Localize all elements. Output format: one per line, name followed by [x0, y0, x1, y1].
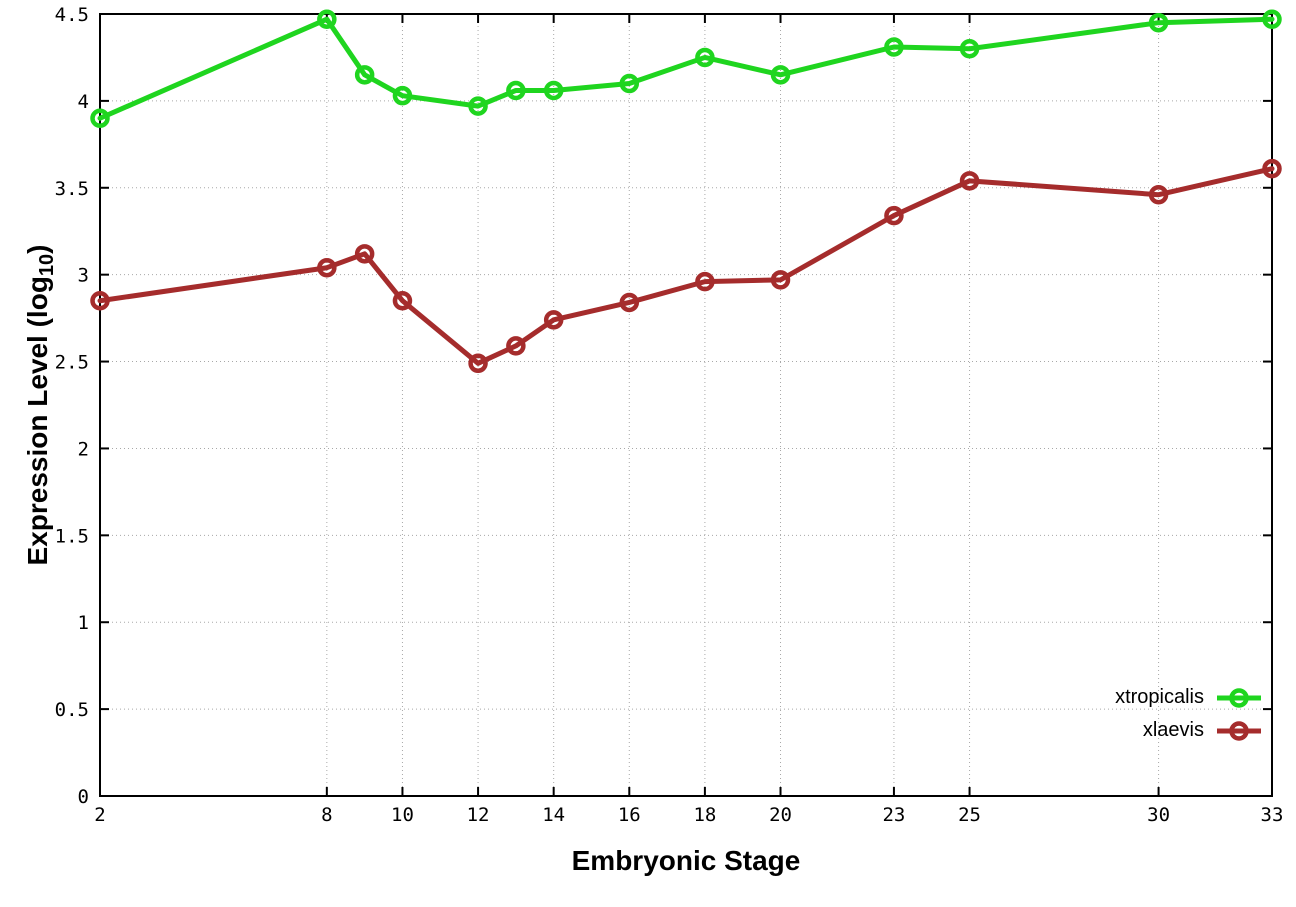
y-axis-title-subscript: 10 [36, 253, 58, 277]
data-point-xtropicalis [90, 108, 110, 129]
data-point-xtropicalis [392, 85, 413, 106]
x-tick-label: 30 [1147, 804, 1170, 826]
data-point-xtropicalis [884, 37, 904, 57]
legend-item-xlaevis: xlaevis [1115, 714, 1262, 747]
data-point-xlaevis [619, 292, 640, 313]
x-tick-label: 2 [94, 804, 105, 826]
data-point-xtropicalis [354, 65, 375, 85]
y-tick-label: 1 [78, 612, 89, 634]
data-point-xlaevis [884, 205, 904, 226]
x-tick-label: 20 [769, 804, 792, 826]
data-point-xlaevis [90, 290, 110, 311]
series-line-xlaevis [97, 166, 1275, 366]
plot-border [99, 13, 1273, 797]
data-point-xlaevis [392, 290, 413, 311]
data-point-xlaevis [468, 353, 488, 374]
legend-circle-xlaevis [1229, 720, 1249, 741]
legend-label-xlaevis: xlaevis [1142, 719, 1204, 741]
y-tick-label: 1.5 [55, 525, 89, 547]
x-tick-label: 14 [542, 804, 565, 826]
data-point-xtropicalis [1148, 12, 1169, 33]
legend-item-xtropicalis: xtropicalis [1115, 681, 1262, 714]
y-axis-title: Expression Level (log10) [22, 244, 58, 566]
data-point-xlaevis [506, 336, 526, 356]
x-tick-label: 10 [391, 804, 414, 826]
data-point-xtropicalis [770, 65, 791, 85]
data-point-xlaevis [543, 310, 564, 330]
x-tick-label: 12 [467, 804, 490, 826]
y-tick-label: 0.5 [55, 699, 89, 721]
data-point-xtropicalis [468, 96, 488, 116]
series-line-xtropicalis [97, 16, 1275, 121]
y-tick-label: 4.5 [55, 4, 89, 26]
data-point-xtropicalis [619, 73, 640, 94]
data-point-xlaevis [354, 244, 375, 264]
x-tick-label: 18 [693, 804, 716, 826]
data-point-xlaevis [1148, 184, 1169, 205]
legend: xtropicalis xlaevis [1115, 681, 1262, 747]
legend-marker-xtropicalis-icon [1217, 687, 1261, 708]
x-tick-label: 8 [321, 804, 332, 826]
data-point-xtropicalis [959, 39, 980, 59]
y-tick-label: 3 [78, 265, 89, 287]
data-point-xtropicalis [543, 80, 564, 101]
legend-circle-xtropicalis [1229, 687, 1249, 708]
data-point-xtropicalis [1262, 9, 1282, 29]
data-point-xlaevis [1262, 158, 1282, 179]
data-point-xlaevis [959, 171, 980, 191]
x-tick-label: 33 [1261, 804, 1284, 826]
data-point-xlaevis [317, 257, 337, 278]
y-tick-label: 3.5 [55, 178, 89, 200]
legend-label-xtropicalis: xtropicalis [1115, 686, 1204, 708]
x-axis-title: Embryonic Stage [571, 845, 801, 876]
y-axis-title-text: Expression Level (log [22, 276, 53, 566]
data-point-xtropicalis [317, 9, 337, 29]
legend-marker-xlaevis-icon [1217, 720, 1261, 741]
x-tick-label: 25 [958, 804, 981, 826]
data-point-xlaevis [695, 271, 715, 292]
y-tick-label: 2 [78, 438, 89, 460]
y-tick-label: 0 [78, 786, 89, 808]
x-tick-label: 16 [618, 804, 641, 826]
y-axis-title-close: ) [22, 244, 53, 254]
data-point-xlaevis [770, 270, 791, 290]
data-point-xtropicalis [506, 80, 526, 101]
y-tick-label: 2.5 [55, 352, 89, 374]
y-tick-label: 4 [78, 91, 89, 113]
x-tick-label: 23 [882, 804, 905, 826]
data-point-xtropicalis [695, 47, 715, 68]
